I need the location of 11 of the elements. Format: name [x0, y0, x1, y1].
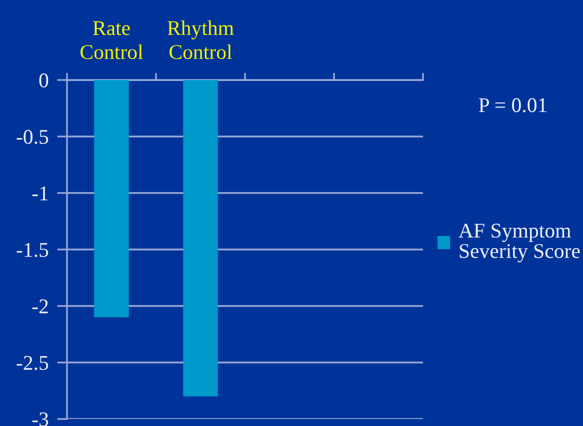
y-tick-label: -1.5 — [16, 242, 48, 258]
text: P = 0.01 — [478, 98, 546, 112]
y-tick-label: -3 — [32, 412, 48, 426]
x-tick-label: Rate Control — [80, 21, 143, 60]
y-tick-label: -2 — [32, 299, 48, 314]
y-tick-label: -0.5 — [16, 130, 48, 144]
x-tick-label: Rhythm Control — [168, 20, 234, 60]
y-tick-label: -2.5 — [16, 356, 48, 370]
legend-label: AF Symptom Severity Score — [458, 224, 580, 262]
y-tick-label: -1 — [32, 186, 48, 200]
y-tick-label: 0 — [39, 73, 48, 88]
